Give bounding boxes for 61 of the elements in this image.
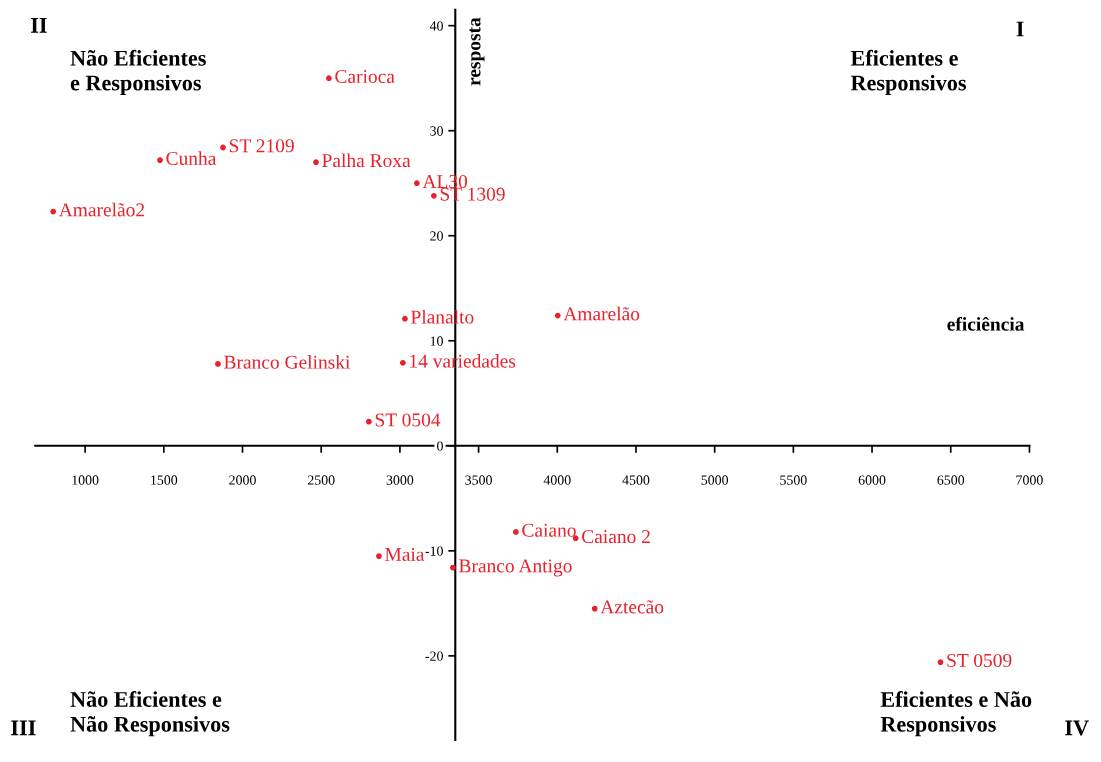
annotation: Caiano 2 [582, 530, 650, 544]
x-tick-label: 6500 [937, 475, 965, 485]
x-tick-label: 3000 [386, 475, 414, 485]
point [430, 192, 437, 199]
x-tick-label: 4500 [622, 475, 650, 485]
annotation: I [1016, 21, 1024, 37]
annotation: Não Eficientes e Responsivos [70, 49, 206, 95]
annotation: Caiano [522, 523, 576, 537]
y-tick-label: 10 [430, 336, 443, 346]
x-tick-label: 2500 [307, 475, 335, 485]
annotation: Não Eficientes e Não Responsivos [70, 691, 230, 737]
point [157, 157, 163, 163]
x-tick-label: 3500 [465, 475, 492, 485]
annotation: Amarelão [563, 306, 640, 321]
x-tick-label: 4000 [543, 475, 571, 485]
point [399, 359, 406, 366]
annotation: II [31, 18, 47, 33]
x-tick-label: 5500 [780, 475, 807, 485]
x-tick-label: 1000 [72, 475, 99, 485]
annotation: ST 0504 [375, 413, 441, 427]
annotation: Palha Roxa [322, 153, 411, 168]
point [326, 75, 332, 82]
point [313, 159, 319, 166]
point [215, 360, 221, 367]
annotation: Amarelão2 [58, 202, 145, 217]
x-tick-label: 2000 [229, 475, 256, 485]
x-tick-label: 5000 [701, 475, 729, 485]
point [50, 208, 57, 215]
y-tick-label: -10 [425, 546, 443, 556]
point [450, 564, 456, 571]
y-tick-label: 40 [429, 21, 443, 31]
y-axis-title: resposta [469, 17, 485, 86]
annotation: Maia [385, 547, 425, 561]
annotation: Cunha [166, 151, 217, 165]
annotation: III [11, 720, 36, 736]
annotation: Branco Antigo [459, 559, 572, 577]
point [376, 553, 382, 559]
y-tick-label: 30 [430, 126, 443, 136]
point [414, 180, 420, 187]
point [402, 315, 408, 322]
text: IV [1065, 720, 1089, 736]
point [365, 418, 372, 425]
y-tick-label: 0 [437, 441, 443, 451]
point [937, 659, 944, 666]
x-tick-label: 6000 [858, 475, 886, 485]
point [512, 529, 519, 535]
point [220, 144, 226, 151]
x-tick-label: 1500 [151, 475, 178, 485]
annotation: Aztecão [600, 600, 664, 614]
annotation: Carioca [335, 69, 395, 84]
annotation: Eficientes e Responsivos [850, 49, 967, 95]
x-axis-title: eficiência [947, 316, 1025, 331]
annotation: ST 2109 [229, 139, 294, 153]
point [591, 605, 598, 612]
annotation: Eficientes e Não Responsivos [880, 691, 1032, 737]
y-tick-label: -20 [425, 651, 443, 661]
annotation: ST 0509 [947, 653, 1012, 668]
x-tick-label: 7000 [1016, 475, 1043, 485]
point [554, 312, 561, 319]
y-tick-label: 20 [430, 231, 443, 241]
annotation: Branco Gelinski [224, 355, 351, 369]
